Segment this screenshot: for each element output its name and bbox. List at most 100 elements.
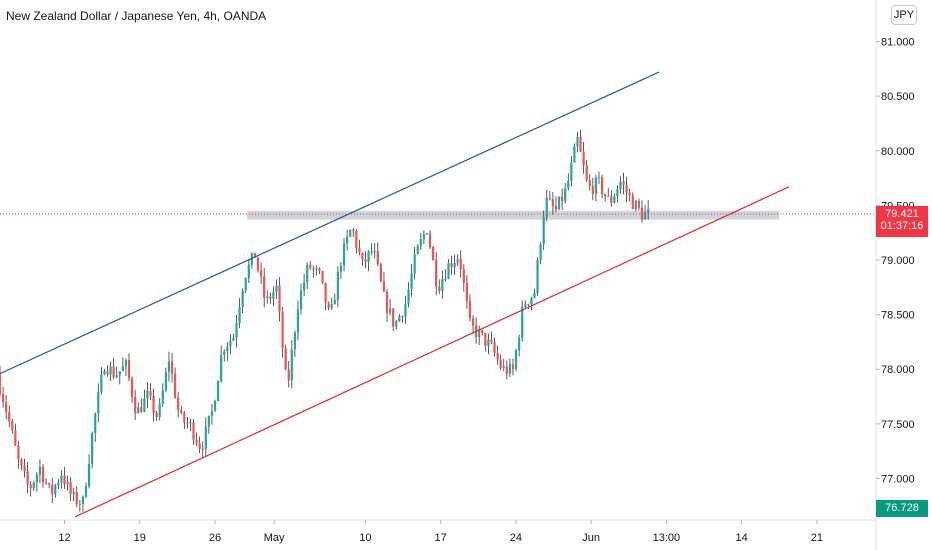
- candle: [407, 282, 410, 308]
- candle: [29, 481, 32, 497]
- candle: [416, 244, 419, 255]
- candle-body: [244, 278, 247, 291]
- candle-body: [226, 346, 229, 352]
- candle-body: [0, 374, 2, 394]
- candle-body: [167, 361, 171, 372]
- candle-body: [600, 177, 604, 195]
- candle-body: [137, 407, 140, 414]
- candle: [551, 191, 555, 215]
- candle: [60, 470, 63, 489]
- candle: [349, 229, 352, 238]
- candle: [539, 242, 542, 265]
- candle-body: [309, 264, 312, 269]
- bar-countdown: 01:37:16: [880, 220, 924, 232]
- candle-body: [278, 285, 281, 312]
- candle-body: [35, 474, 38, 483]
- candle-body: [373, 250, 376, 252]
- candle-body: [594, 177, 598, 194]
- candle: [66, 475, 69, 491]
- candle: [557, 196, 561, 211]
- candle: [392, 308, 395, 332]
- candle: [161, 383, 164, 407]
- candle: [118, 371, 121, 385]
- candle-body: [195, 439, 198, 444]
- candle-body: [496, 352, 499, 360]
- candle: [256, 256, 260, 273]
- candle: [640, 200, 644, 223]
- candle-body: [1, 393, 5, 403]
- candle-body: [290, 349, 293, 381]
- candle-body: [91, 432, 94, 464]
- candle-body: [376, 250, 379, 265]
- candle: [404, 295, 407, 324]
- candle-body: [146, 390, 149, 399]
- candle: [220, 345, 223, 384]
- candle-body: [619, 181, 622, 190]
- candle: [401, 315, 404, 323]
- candle: [106, 365, 109, 377]
- candle: [112, 357, 115, 380]
- candle-body: [576, 136, 579, 147]
- candle: [312, 265, 315, 278]
- candle-body: [398, 316, 401, 322]
- candle: [527, 303, 530, 310]
- candle: [186, 417, 189, 429]
- candle: [389, 299, 392, 316]
- candle: [327, 301, 330, 311]
- marker-price-badge: 76.728: [876, 500, 928, 518]
- candle: [613, 193, 616, 204]
- candle: [346, 229, 349, 251]
- candle-body: [551, 199, 555, 206]
- candle: [244, 277, 247, 294]
- candle-body: [124, 359, 128, 367]
- candle: [395, 319, 398, 330]
- candle: [370, 243, 373, 256]
- candle: [11, 418, 14, 435]
- candle-body: [81, 496, 85, 504]
- candle: [342, 238, 346, 272]
- candle: [69, 476, 72, 502]
- candle-body: [521, 306, 524, 338]
- candle: [413, 247, 416, 280]
- candle-body: [468, 301, 472, 319]
- candle-body: [238, 307, 241, 324]
- candle: [54, 483, 57, 499]
- x-tick-label: May: [264, 532, 285, 544]
- candle: [471, 315, 475, 335]
- candle: [263, 268, 266, 308]
- candle-body: [499, 359, 502, 369]
- candle-body: [115, 375, 118, 378]
- candle: [173, 367, 177, 399]
- candle-body: [14, 430, 17, 446]
- candle: [462, 264, 465, 292]
- currency-button[interactable]: JPY: [891, 5, 917, 25]
- candle: [410, 263, 413, 297]
- candle-body: [183, 412, 186, 423]
- candle-body: [204, 426, 207, 450]
- candle: [600, 174, 604, 199]
- candle: [594, 174, 598, 202]
- candle-body: [170, 361, 174, 374]
- resistance-zone-rect: [247, 210, 780, 220]
- x-tick-label: 19: [134, 532, 146, 544]
- candle-body: [634, 200, 637, 209]
- candle: [195, 432, 198, 447]
- candle: [204, 417, 207, 456]
- candle-body: [339, 265, 343, 272]
- resistance-zone[interactable]: [247, 210, 780, 220]
- candle: [1, 386, 5, 408]
- candle: [588, 174, 591, 191]
- candle: [364, 251, 367, 269]
- candle-body: [342, 243, 346, 266]
- candle: [48, 482, 51, 489]
- candle: [155, 410, 158, 421]
- trendlines[interactable]: [0, 71, 790, 518]
- candle: [124, 358, 128, 376]
- candle-body: [355, 231, 358, 248]
- candle-body: [389, 308, 392, 313]
- candle-body: [588, 179, 591, 187]
- candle-body: [361, 252, 364, 260]
- candle: [287, 360, 290, 388]
- candle-body: [410, 273, 413, 290]
